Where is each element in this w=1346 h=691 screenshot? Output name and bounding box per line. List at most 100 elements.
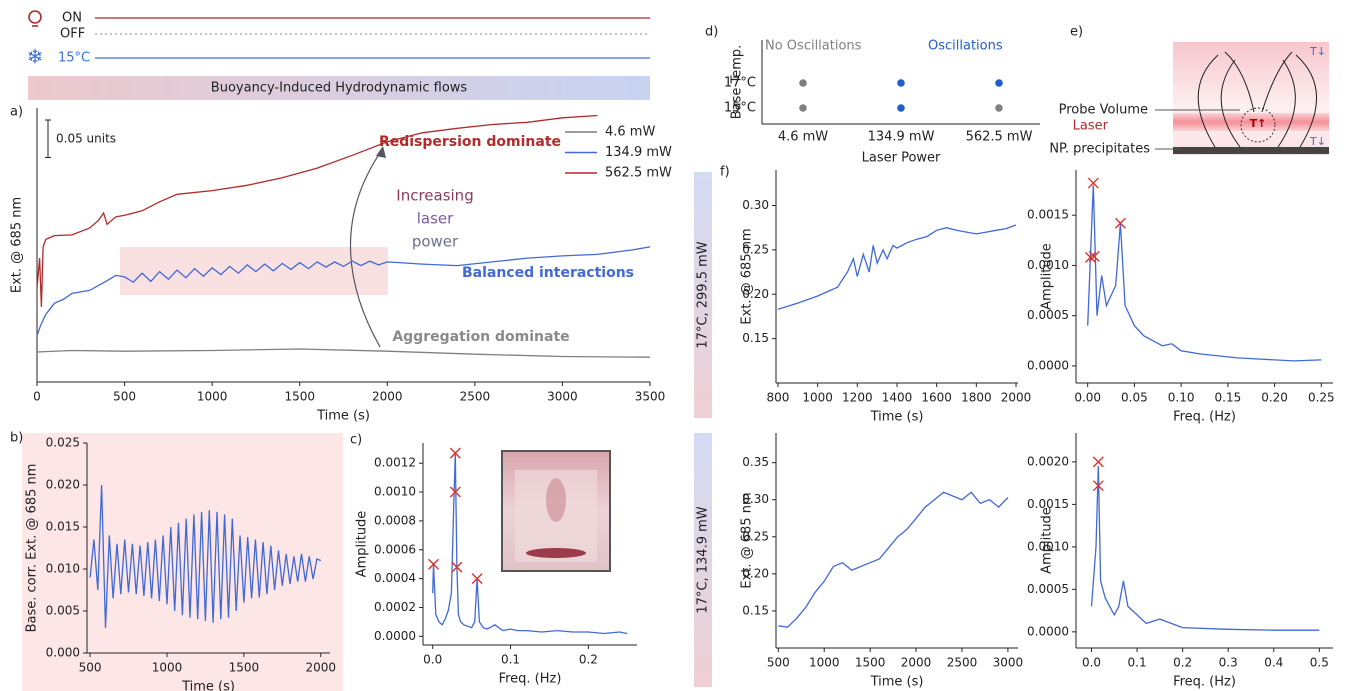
y-tick-label: 0.0005 <box>1027 308 1069 322</box>
y-tick-label: 0.000 <box>46 646 80 660</box>
panel-background <box>22 433 343 691</box>
y-tick-label: 0.0010 <box>1027 258 1069 272</box>
legend-label: 562.5 mW <box>605 166 672 181</box>
x-tick-label: 2000 <box>1001 391 1032 405</box>
off-label: OFF <box>60 27 85 42</box>
x-tick-label: 500 <box>767 656 790 670</box>
x-tick-label: 3000 <box>547 390 578 404</box>
panel-label: a) <box>10 105 23 120</box>
data-line <box>1087 185 1322 362</box>
t-down: T↓ <box>1309 45 1326 58</box>
x-axis-label: Laser Power <box>862 151 941 166</box>
x-tick-label: 0.10 <box>1168 391 1195 405</box>
dot <box>995 79 1003 87</box>
y-tick-label: 0.0020 <box>1027 454 1069 468</box>
x-tick-label: 4.6 mW <box>778 130 828 145</box>
x-tick-label: 0.20 <box>1261 391 1288 405</box>
x-tick-label: 0.00 <box>1074 391 1101 405</box>
data-line <box>777 224 1017 310</box>
peak-marker <box>449 486 461 498</box>
y-axis-label: Base Temp. <box>730 45 745 120</box>
x-tick-label: 2500 <box>947 656 978 670</box>
x-tick-label: 1800 <box>961 391 992 405</box>
y-tick-label: 0.20 <box>742 287 769 301</box>
x-tick-label: 0.25 <box>1308 391 1335 405</box>
y-tick-label: 0.0010 <box>1027 539 1069 553</box>
y-tick-label: 0.0004 <box>374 571 416 585</box>
x-tick-label: 1000 <box>802 391 833 405</box>
panel-label: f) <box>720 165 730 180</box>
y-tick-label: 0.0006 <box>374 542 416 556</box>
data-line <box>1090 466 1320 631</box>
highlight-region <box>120 247 388 295</box>
legend-label: Oscillations <box>928 39 1003 54</box>
y-tick-label: 0.015 <box>46 520 80 534</box>
precipitate-layer <box>1173 147 1329 154</box>
data-line <box>89 484 322 628</box>
x-tick-label: 0.5 <box>1310 656 1329 670</box>
peak-marker <box>1084 251 1096 263</box>
diagram: e) Probe Volume Laser NP. precipitates T… <box>1049 25 1329 157</box>
on-label: ON <box>62 11 82 26</box>
annotation: Redispersion dominate <box>379 134 561 150</box>
x-tick-label: 0.2 <box>579 653 598 667</box>
banner <box>28 76 650 100</box>
legend-label: No Oscillations <box>765 39 862 54</box>
y-tick-label: 0.35 <box>742 455 769 469</box>
y-tick-label: 0.020 <box>46 478 80 492</box>
x-tick-label: 1500 <box>284 390 315 404</box>
data-line <box>36 114 598 307</box>
y-axis-label: Base. corr. Ext. @ 685 nm <box>25 464 40 633</box>
y-tick-label: 15°C <box>724 101 756 116</box>
banner-text: Buoyancy-Induced Hydrodynamic flows <box>211 81 468 96</box>
side-label: 17°C, 299.5 mW <box>696 241 711 348</box>
scale-bar-label: 0.05 units <box>56 131 116 145</box>
peak-marker <box>451 561 463 573</box>
laser-band <box>1173 113 1329 131</box>
y-axis-label: Amplitude <box>1040 243 1055 310</box>
x-tick-label: 0.05 <box>1121 391 1148 405</box>
side-label: 17°C, 134.9 mW <box>696 506 711 613</box>
peak-marker <box>449 447 461 459</box>
x-axis-label: Freq. (Hz) <box>499 672 562 687</box>
probe-label: Probe Volume <box>1059 103 1148 118</box>
x-axis-label: Time (s) <box>870 410 924 425</box>
x-tick-label: 3500 <box>635 390 666 404</box>
y-tick-label: 0.15 <box>742 331 769 345</box>
y-axis-label: Ext. @ 685 nm <box>740 492 755 588</box>
header: ON OFF ❄ 15°C Buoyancy-Induced Hydrodyna… <box>27 10 650 100</box>
y-tick-label: 0.15 <box>742 603 769 617</box>
dot <box>897 79 905 87</box>
y-tick-label: 0.25 <box>742 242 769 256</box>
y-tick-label: 0.0002 <box>374 600 416 614</box>
x-tick-label: 1400 <box>882 391 913 405</box>
y-tick-label: 0.0012 <box>374 456 416 470</box>
photo-plume <box>546 478 566 522</box>
temp-label: 15°C <box>58 51 90 66</box>
x-tick-label: 500 <box>113 390 136 404</box>
arrow-head <box>376 146 386 158</box>
annotation: Aggregation dominate <box>392 329 569 345</box>
x-tick-label: 1000 <box>197 390 228 404</box>
y-tick-label: 0.0005 <box>1027 582 1069 596</box>
inset-photo <box>501 450 611 572</box>
data-line <box>36 348 651 358</box>
x-tick-label: 1500 <box>229 661 260 675</box>
y-axis-label: Amplitude <box>355 511 370 578</box>
y-tick-label: 0.010 <box>46 562 80 576</box>
x-tick-label: 800 <box>767 391 790 405</box>
y-tick-label: 0.25 <box>742 529 769 543</box>
arrow <box>349 149 383 348</box>
peak-marker <box>1087 177 1099 189</box>
x-tick-label: 2000 <box>372 390 403 404</box>
y-tick-label: 0.30 <box>742 492 769 506</box>
precipitates-label: NP. precipitates <box>1049 142 1150 157</box>
annotation: laser <box>417 210 454 228</box>
x-axis-label: Freq. (Hz) <box>1173 410 1236 425</box>
annotation: Increasing <box>396 187 473 205</box>
annotation: power <box>412 233 459 251</box>
x-tick-label: 562.5 mW <box>966 130 1033 145</box>
annotation: Balanced interactions <box>462 265 634 281</box>
